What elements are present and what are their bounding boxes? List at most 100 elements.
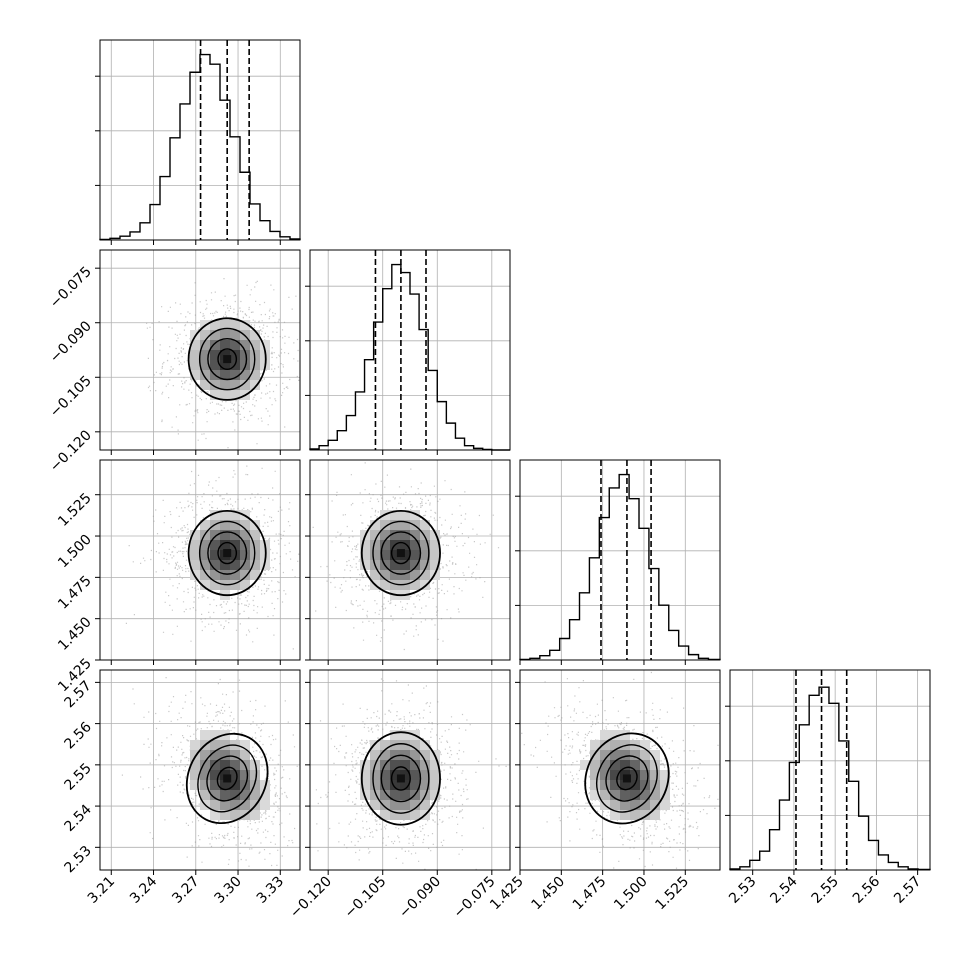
density-cell — [250, 540, 260, 550]
density-peak — [396, 774, 405, 783]
density-cell — [600, 730, 610, 740]
density-cell — [410, 510, 420, 520]
density-cell — [220, 570, 230, 580]
density-cell — [220, 520, 230, 530]
density-cell — [230, 550, 240, 560]
density-cell — [430, 780, 440, 790]
density-cell — [370, 520, 380, 530]
contour-level-3 — [187, 510, 267, 597]
density-cell — [620, 760, 630, 770]
density-cell — [650, 770, 660, 780]
y-tick-label: 1.525 — [55, 490, 95, 530]
density-cell — [230, 380, 240, 390]
density-cell — [240, 380, 250, 390]
x-tick-label: 3.27 — [169, 874, 202, 907]
density-cell — [650, 790, 660, 800]
density-cell — [380, 550, 390, 560]
density-cell — [220, 800, 230, 810]
density-cell — [200, 730, 210, 740]
density-cell — [210, 740, 220, 750]
density-cell — [390, 550, 400, 560]
density-cell — [650, 750, 660, 760]
density-cell — [230, 810, 240, 820]
density-cell — [190, 560, 200, 570]
density-cell — [220, 350, 230, 360]
panel-2-3 — [519, 670, 720, 870]
density-cell — [250, 790, 260, 800]
x-tick-label: 3.30 — [212, 874, 245, 907]
density-cell — [210, 350, 220, 360]
density-cell — [410, 570, 420, 580]
panel-1-2 — [310, 460, 510, 661]
density-cell — [200, 330, 210, 340]
density-cell — [210, 360, 220, 370]
y-tick-label: −0.120 — [47, 427, 95, 475]
y-tick-label: 2.56 — [61, 719, 94, 752]
density-cell — [200, 580, 210, 590]
contour-level-2 — [596, 744, 658, 813]
density-cell — [230, 320, 240, 330]
density-cell — [410, 580, 420, 590]
density-cell — [420, 750, 430, 760]
density-cell — [640, 800, 650, 810]
density-cell — [230, 760, 240, 770]
density-cell — [190, 770, 200, 780]
density-cell — [420, 780, 430, 790]
density-cell — [600, 750, 610, 760]
density-cell — [200, 340, 210, 350]
density-cell — [240, 740, 250, 750]
x-tick-label: 1.475 — [570, 874, 610, 914]
density-cell — [410, 550, 420, 560]
density-cell — [400, 540, 410, 550]
density-cell — [400, 530, 410, 540]
density-cell — [410, 780, 420, 790]
density-cell — [420, 760, 430, 770]
density-cell — [240, 570, 250, 580]
x-tick-label: −0.090 — [396, 874, 444, 922]
y-tick-label: 1.475 — [55, 573, 95, 613]
density-cell — [370, 530, 380, 540]
density-cell — [410, 760, 420, 770]
density-cell — [430, 560, 440, 570]
y-tick-label: 1.500 — [55, 532, 95, 572]
density-cell — [230, 370, 240, 380]
panel-1-3 — [310, 670, 510, 871]
density-cell — [210, 550, 220, 560]
density-peak — [396, 549, 405, 558]
histogram-step-3 — [729, 686, 931, 871]
density-cell — [360, 780, 370, 790]
density-cell — [210, 570, 220, 580]
histogram-panel-0-frame — [99, 39, 301, 241]
density-cell — [400, 740, 410, 750]
density-cell — [370, 770, 380, 780]
density-cell — [430, 760, 440, 770]
y-tick-label: 2.53 — [61, 843, 94, 876]
density-cell — [630, 750, 640, 760]
density-cell — [210, 810, 220, 820]
density-cell — [200, 380, 210, 390]
density-cell — [600, 770, 610, 780]
density-cell — [610, 750, 620, 760]
density-cell — [360, 540, 370, 550]
density-cell — [380, 810, 390, 820]
density-cell — [630, 800, 640, 810]
density-cell — [190, 760, 200, 770]
density-cell — [400, 550, 410, 560]
density-cell — [620, 790, 630, 800]
contour-level-0 — [390, 541, 411, 565]
x-tick-label: −0.105 — [342, 874, 390, 922]
density-cell — [590, 740, 600, 750]
panel-0-3 — [100, 670, 300, 870]
density-cell — [220, 510, 230, 520]
density-cell — [430, 530, 440, 540]
density-cell — [370, 550, 380, 560]
density-cell — [230, 560, 240, 570]
density-peak — [223, 774, 232, 783]
density-cell — [610, 730, 620, 740]
density-cell — [420, 570, 430, 580]
density-cell — [410, 560, 420, 570]
density-cell — [230, 780, 240, 790]
density-cell — [400, 770, 410, 780]
density-cell — [390, 570, 400, 580]
